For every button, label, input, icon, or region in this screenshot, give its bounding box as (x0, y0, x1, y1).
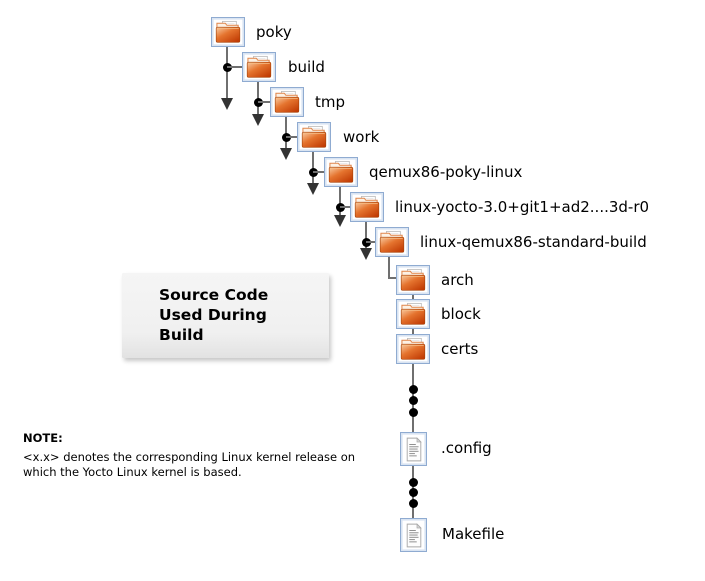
tree-label-qemux86-poky-linux: qemux86-poky-linux (369, 163, 523, 181)
tree-label-tmp: tmp (315, 93, 346, 111)
callout-source-code: Source Code Used During Build (122, 273, 329, 358)
tree-label-poky: poky (256, 23, 292, 41)
callout-text: Source Code Used During Build (159, 286, 269, 344)
tree-label-config: .config (441, 439, 492, 457)
folder-icon (324, 157, 358, 187)
connector-line (365, 222, 367, 248)
folder-icon (297, 122, 331, 152)
folder-icon (375, 227, 409, 257)
arrow-down-icon (280, 148, 292, 160)
tree-label-certs: certs (441, 340, 479, 358)
folder-icon (396, 299, 430, 329)
tree-label-makefile: Makefile (442, 525, 505, 543)
document-icon (400, 518, 427, 552)
connector-line (286, 136, 297, 138)
connector-line (226, 47, 228, 99)
folder-icon (211, 17, 245, 47)
note-body: <x.x> denotes the corresponding Linux ke… (23, 450, 356, 479)
tree-label-linux-qemux86-standard-build: linux-qemux86-standard-build (420, 233, 647, 251)
connector-line (340, 206, 350, 208)
arrow-down-icon (334, 215, 346, 227)
connector-line (366, 241, 375, 243)
connector-line (412, 329, 414, 335)
connector-line (258, 101, 270, 103)
tree-label-build: build (288, 58, 325, 76)
connector-line (227, 66, 242, 68)
folder-icon (242, 52, 276, 82)
arrow-down-icon (307, 183, 319, 195)
note-title: NOTE: (23, 431, 63, 445)
note: NOTE: <x.x> denotes the corresponding Li… (23, 431, 363, 479)
folder-icon (350, 192, 384, 222)
connector-line (388, 257, 390, 279)
tree-label-linux-yocto: linux-yocto-3.0+git1+ad2....3d-r0 (395, 198, 650, 216)
arrow-down-icon (252, 114, 264, 126)
tree-label-block: block (441, 305, 481, 323)
connector-line (412, 295, 414, 300)
connector-line (339, 187, 341, 215)
folder-icon (270, 87, 304, 117)
arrow-down-icon (360, 248, 372, 260)
arrow-down-icon (221, 98, 233, 110)
connector-line (313, 171, 324, 173)
connector-line (388, 277, 396, 279)
tree-label-arch: arch (441, 271, 474, 289)
folder-icon (396, 265, 430, 295)
document-icon (400, 432, 427, 466)
tree-label-work: work (343, 128, 380, 146)
folder-icon (396, 334, 430, 364)
